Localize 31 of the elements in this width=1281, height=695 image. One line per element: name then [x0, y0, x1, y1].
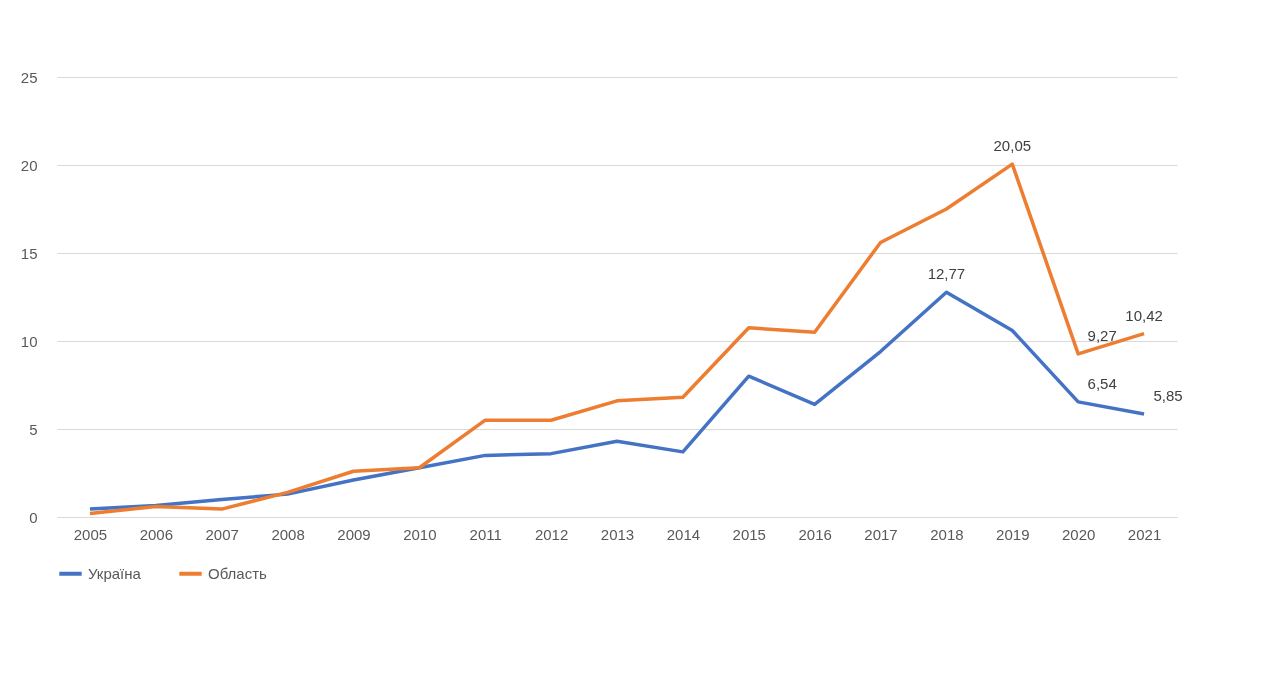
x-tick-label: 2007	[205, 525, 239, 543]
x-tick-label: 2011	[469, 525, 502, 543]
x-tick-label: 2017	[864, 525, 898, 543]
y-tick-label: 5	[29, 420, 38, 438]
legend-label: Область	[208, 564, 268, 582]
y-tick-label: 10	[20, 332, 38, 350]
x-tick-label: 2020	[1061, 525, 1096, 543]
data-label: 6,54	[1087, 374, 1117, 392]
x-tick-label: 2009	[337, 525, 371, 543]
data-label: 5,85	[1153, 387, 1183, 405]
data-label: 12,77	[927, 265, 966, 283]
x-tick-label: 2006	[139, 525, 174, 543]
x-tick-label: 2008	[271, 525, 305, 543]
x-tick-label: 2016	[798, 525, 832, 543]
data-label: 20,05	[993, 137, 1032, 155]
x-tick-label: 2015	[732, 525, 766, 543]
y-tick-label: 20	[20, 156, 38, 174]
x-tick-label: 2013	[600, 525, 635, 543]
data-label: 10,42	[1125, 306, 1163, 324]
data-label: 9,27	[1087, 326, 1117, 344]
y-tick-label: 15	[20, 244, 38, 262]
x-tick-label: 2019	[996, 525, 1030, 543]
legend-label: Україна	[88, 564, 142, 582]
x-tick-label: 2010	[403, 525, 437, 543]
y-tick-label: 25	[20, 68, 38, 86]
x-tick-label: 2014	[666, 525, 701, 543]
y-tick-label: 0	[29, 508, 38, 526]
x-tick-label: 2005	[73, 525, 108, 543]
x-tick-label: 2021	[1127, 525, 1162, 543]
x-tick-label: 2012	[534, 525, 569, 543]
x-tick-label: 2018	[930, 525, 964, 543]
